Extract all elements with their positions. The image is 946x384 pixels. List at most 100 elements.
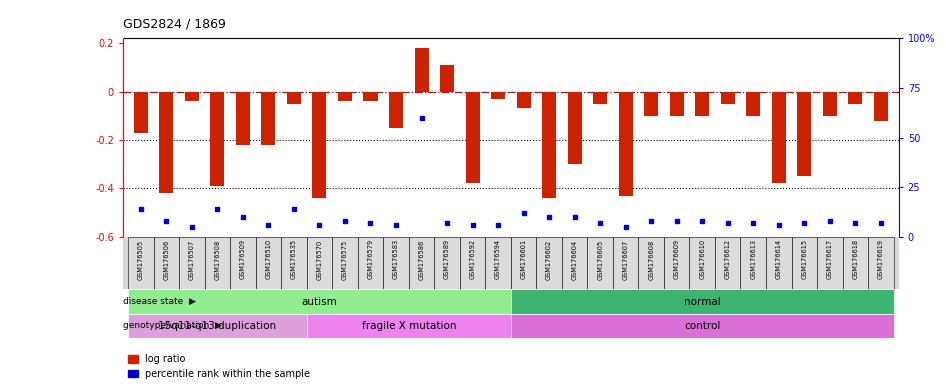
Bar: [236, 91, 250, 145]
Text: GSM176610: GSM176610: [699, 239, 705, 280]
Text: GSM176613: GSM176613: [750, 239, 756, 279]
Text: GSM176604: GSM176604: [571, 239, 578, 280]
Text: GSM176618: GSM176618: [852, 239, 858, 280]
Bar: [204, 237, 230, 290]
Text: GSM176592: GSM176592: [469, 239, 476, 280]
Text: control: control: [684, 321, 721, 331]
Bar: [255, 237, 281, 290]
Bar: [363, 91, 377, 101]
Legend: log ratio, percentile rank within the sample: log ratio, percentile rank within the sa…: [128, 354, 310, 379]
Bar: [817, 237, 843, 290]
Bar: [409, 237, 434, 290]
Bar: [536, 237, 562, 290]
Bar: [358, 237, 383, 290]
Text: GSM176509: GSM176509: [240, 239, 246, 280]
Bar: [511, 290, 894, 314]
Bar: [389, 91, 403, 128]
Bar: [843, 237, 868, 290]
Bar: [383, 237, 409, 290]
Text: GSM176506: GSM176506: [164, 239, 169, 280]
Text: GSM176583: GSM176583: [393, 239, 399, 280]
Bar: [511, 314, 894, 338]
Bar: [210, 91, 224, 186]
Bar: [281, 237, 307, 290]
Bar: [741, 237, 766, 290]
Bar: [434, 237, 460, 290]
Bar: [823, 91, 837, 116]
Bar: [639, 237, 664, 290]
Bar: [715, 237, 741, 290]
Bar: [179, 237, 204, 290]
Text: GSM176579: GSM176579: [367, 239, 374, 280]
Text: GSM176602: GSM176602: [546, 239, 552, 280]
Text: GSM176617: GSM176617: [827, 239, 832, 280]
Bar: [153, 237, 179, 290]
Bar: [644, 91, 658, 116]
Text: GSM176594: GSM176594: [495, 239, 501, 280]
Text: normal: normal: [684, 296, 721, 306]
Bar: [746, 91, 761, 116]
Bar: [307, 237, 332, 290]
Bar: [338, 91, 352, 101]
Bar: [542, 91, 556, 198]
Text: GSM176508: GSM176508: [215, 239, 220, 280]
Bar: [792, 237, 817, 290]
Bar: [690, 237, 715, 290]
Bar: [128, 237, 153, 290]
Text: 15q11-q13 duplication: 15q11-q13 duplication: [158, 321, 276, 331]
Bar: [465, 91, 480, 184]
Bar: [797, 91, 812, 176]
Bar: [511, 237, 536, 290]
Bar: [874, 91, 888, 121]
Text: GSM176601: GSM176601: [520, 239, 527, 280]
Text: GSM176570: GSM176570: [317, 239, 323, 280]
Bar: [159, 91, 173, 193]
Bar: [593, 91, 607, 104]
Bar: [261, 91, 275, 145]
Bar: [695, 91, 710, 116]
Text: GSM176609: GSM176609: [674, 239, 680, 280]
Bar: [460, 237, 485, 290]
Bar: [772, 91, 786, 184]
Bar: [332, 237, 358, 290]
Bar: [766, 237, 792, 290]
Text: GSM176589: GSM176589: [444, 239, 450, 280]
Text: GSM176615: GSM176615: [801, 239, 807, 280]
Text: GSM176586: GSM176586: [418, 239, 425, 280]
Bar: [128, 314, 307, 338]
Bar: [133, 91, 148, 132]
Bar: [440, 65, 454, 91]
Bar: [868, 237, 894, 290]
Text: GSM176535: GSM176535: [291, 239, 297, 280]
Text: GSM176505: GSM176505: [138, 239, 144, 280]
Bar: [587, 237, 613, 290]
Bar: [312, 91, 326, 198]
Bar: [568, 91, 582, 164]
Bar: [619, 91, 633, 195]
Bar: [664, 237, 690, 290]
Text: GSM176507: GSM176507: [189, 239, 195, 280]
Text: GSM176607: GSM176607: [622, 239, 629, 280]
Bar: [230, 237, 255, 290]
Bar: [517, 91, 531, 109]
Bar: [307, 314, 511, 338]
Text: GDS2824 / 1869: GDS2824 / 1869: [123, 18, 226, 31]
Bar: [128, 290, 511, 314]
Bar: [287, 91, 301, 104]
Text: disease state  ▶: disease state ▶: [123, 297, 196, 306]
Text: GSM176510: GSM176510: [266, 239, 272, 280]
Bar: [670, 91, 684, 116]
Text: GSM176608: GSM176608: [648, 239, 655, 280]
Bar: [562, 237, 587, 290]
Text: fragile X mutation: fragile X mutation: [361, 321, 456, 331]
Text: GSM176605: GSM176605: [597, 239, 604, 280]
Bar: [414, 48, 429, 91]
Text: GSM176612: GSM176612: [725, 239, 730, 280]
Text: GSM176619: GSM176619: [878, 239, 884, 279]
Text: GSM176614: GSM176614: [776, 239, 781, 280]
Text: genotype/variation  ▶: genotype/variation ▶: [123, 321, 222, 330]
Bar: [491, 91, 505, 99]
Text: autism: autism: [302, 296, 338, 306]
Bar: [184, 91, 199, 101]
Bar: [485, 237, 511, 290]
